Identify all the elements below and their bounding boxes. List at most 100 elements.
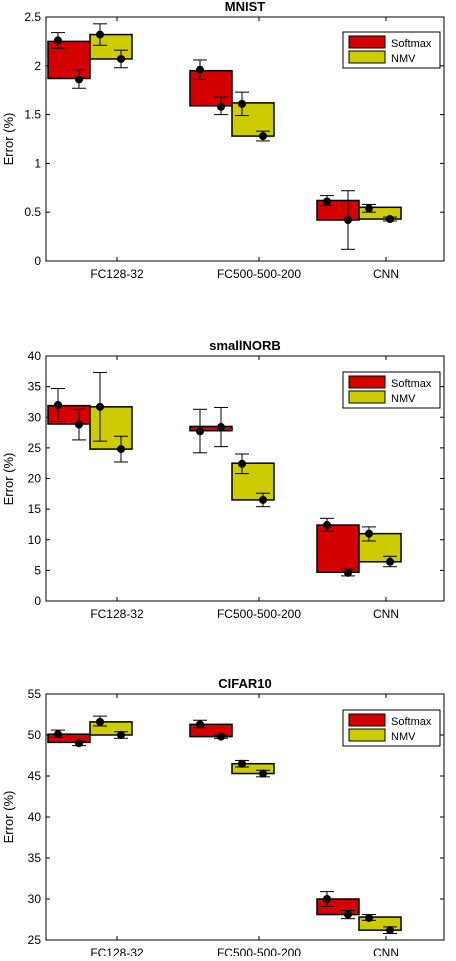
legend-swatch-nmv — [348, 50, 386, 64]
y-axis-label: Error (%) — [1, 791, 16, 844]
y-tick-label: 0.5 — [24, 205, 41, 219]
y-tick-label: 1.5 — [24, 108, 41, 122]
y-tick-label: 1 — [34, 156, 41, 170]
y-tick-label: 20 — [28, 472, 42, 486]
box-nmv — [89, 406, 133, 450]
mean-point — [323, 197, 331, 206]
mean-point — [259, 769, 267, 778]
mean-point — [196, 65, 204, 74]
box-softmax — [47, 733, 91, 744]
box-softmax — [316, 199, 360, 221]
mean-point — [117, 731, 125, 739]
y-axis-label: Error (%) — [1, 453, 16, 506]
legend-swatch-nmv — [348, 728, 386, 742]
y-tick-label: 2 — [34, 59, 41, 73]
chart-title: MNIST — [225, 0, 266, 14]
box-softmax — [189, 425, 233, 432]
mean-point — [117, 445, 125, 454]
mean-point — [75, 75, 83, 84]
mean-point — [217, 102, 225, 111]
box-nmv — [231, 762, 275, 775]
box-nmv — [89, 33, 133, 60]
box-softmax — [47, 40, 91, 80]
mean-point — [96, 30, 104, 39]
mean-point — [344, 568, 352, 577]
mean-point — [323, 895, 331, 903]
x-tick-label: CNN — [373, 607, 399, 621]
mean-point — [365, 913, 373, 922]
mean-point — [344, 910, 352, 919]
mean-point — [75, 739, 83, 748]
mean-point — [386, 215, 394, 224]
y-tick-label: 5 — [34, 563, 41, 577]
plot-frame — [45, 16, 445, 262]
mean-point — [386, 926, 394, 935]
y-axis-label: Error (%) — [1, 113, 16, 166]
legend-label-softmax: Softmax — [391, 38, 432, 50]
y-tick-label: 35 — [28, 380, 42, 394]
y-tick-label: 30 — [28, 410, 42, 424]
mean-point — [365, 529, 373, 538]
y-tick-label: 45 — [28, 769, 42, 783]
legend-swatch-softmax — [348, 713, 386, 727]
x-tick-label: CNN — [373, 267, 399, 281]
y-tick-label: 55 — [28, 687, 42, 701]
mean-point — [217, 732, 225, 741]
box-nmv — [231, 462, 275, 501]
mean-point — [54, 36, 62, 45]
y-tick-label: 25 — [28, 933, 42, 947]
mean-point — [323, 521, 331, 530]
mean-point — [365, 204, 373, 213]
legend-swatch-softmax — [348, 375, 386, 389]
y-tick-label: 0 — [34, 594, 41, 608]
x-tick-label: CNN — [373, 946, 399, 956]
mean-point — [117, 54, 125, 63]
y-tick-label: 15 — [28, 502, 42, 516]
y-tick-label: 30 — [28, 892, 42, 906]
x-tick-label: FC128-32 — [90, 607, 144, 621]
legend-label-nmv: NMV — [391, 731, 416, 743]
y-tick-label: 0 — [34, 254, 41, 268]
box-nmv — [358, 532, 402, 563]
mean-point — [238, 459, 246, 468]
mean-point — [96, 717, 104, 726]
y-tick-label: 50 — [28, 728, 42, 742]
mean-point — [386, 557, 394, 566]
mean-point — [217, 423, 225, 432]
mean-point — [54, 401, 62, 409]
legend-label-softmax: Softmax — [391, 378, 432, 390]
x-tick-label: FC128-32 — [90, 946, 144, 956]
box-softmax — [316, 524, 360, 573]
mean-point — [54, 730, 62, 739]
mean-point — [344, 216, 352, 225]
y-tick-label: 35 — [28, 851, 42, 865]
mean-point — [75, 420, 83, 429]
legend-label-softmax: Softmax — [391, 716, 432, 728]
y-tick-label: 25 — [28, 441, 42, 455]
mean-point — [259, 132, 267, 141]
x-tick-label: FC500-500-200 — [217, 607, 301, 621]
y-tick-label: 40 — [28, 349, 42, 363]
y-tick-label: 10 — [28, 533, 42, 547]
box-softmax — [189, 69, 233, 107]
x-tick-label: FC128-32 — [90, 267, 144, 281]
y-tick-label: 40 — [28, 810, 42, 824]
mean-point — [96, 402, 104, 411]
mean-point — [238, 759, 246, 768]
chart-title: smallNORB — [209, 338, 281, 353]
legend-label-nmv: NMV — [391, 53, 416, 65]
legend-label-nmv: NMV — [391, 393, 416, 405]
x-tick-label: FC500-500-200 — [217, 946, 301, 956]
mean-point — [196, 427, 204, 436]
mean-point — [196, 720, 204, 729]
x-tick-label: FC500-500-200 — [217, 267, 301, 281]
mean-point — [259, 495, 267, 504]
legend-swatch-nmv — [348, 390, 386, 404]
box-nmv — [231, 102, 275, 137]
y-tick-label: 2.5 — [24, 10, 41, 24]
legend-swatch-softmax — [348, 35, 386, 49]
chart-title: CIFAR10 — [218, 676, 271, 691]
mean-point — [238, 99, 246, 108]
